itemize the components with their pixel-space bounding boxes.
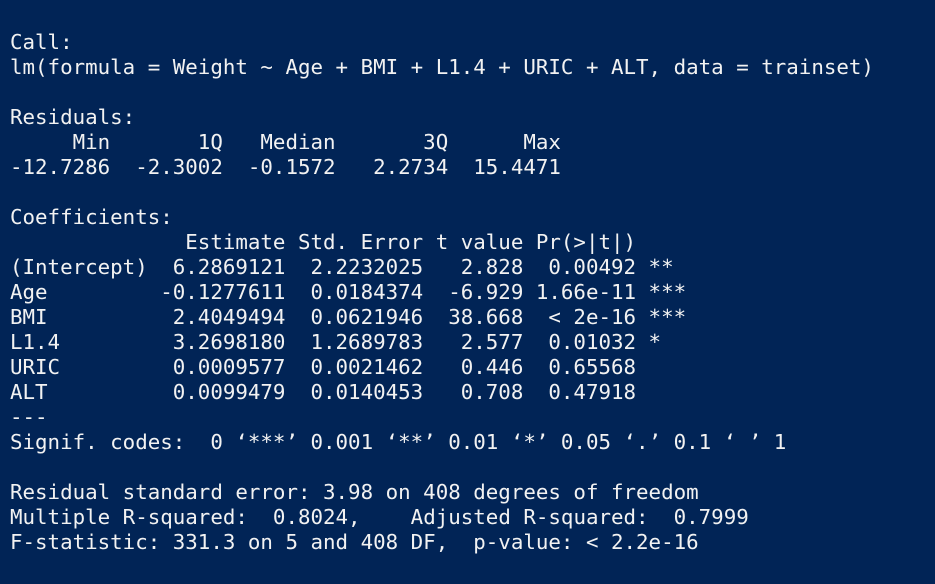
coefficient-row-intercept: (Intercept) 6.2869121 2.2232025 2.828 0.…: [10, 255, 687, 279]
residuals-heading: Residuals:: [10, 105, 136, 129]
coefficients-header-row: Estimate Std. Error t value Pr(>|t|): [10, 230, 687, 254]
coefficient-row-uric: URIC 0.0009577 0.0021462 0.446 0.65568: [10, 355, 687, 379]
f-statistic-line: F-statistic: 331.3 on 5 and 408 DF, p-va…: [10, 530, 699, 554]
blank-line: [10, 455, 935, 480]
coefficient-row-l1-4: L1.4 3.2698180 1.2689783 2.577 0.01032 *: [10, 330, 687, 354]
residuals-values-row: -12.7286 -2.3002 -0.1572 2.2734 15.4471: [10, 155, 574, 179]
residuals-header-row: Min 1Q Median 3Q Max: [10, 130, 574, 154]
signif-codes-line: Signif. codes: 0 ‘***’ 0.001 ‘**’ 0.01 ‘…: [10, 430, 787, 454]
coefficient-row-age: Age -0.1277611 0.0184374 -6.929 1.66e-11…: [10, 280, 687, 304]
coefficient-row-alt: ALT 0.0099479 0.0140453 0.708 0.47918: [10, 380, 687, 404]
call-formula: lm(formula = Weight ~ Age + BMI + L1.4 +…: [10, 55, 874, 79]
separator-line: ---: [10, 405, 48, 429]
coefficient-row-bmi: BMI 2.4049494 0.0621946 38.668 < 2e-16 *…: [10, 305, 687, 329]
call-heading: Call:: [10, 30, 73, 54]
coefficients-heading: Coefficients:: [10, 205, 173, 229]
r-squared-line: Multiple R-squared: 0.8024, Adjusted R-s…: [10, 505, 762, 529]
blank-line: [10, 80, 935, 105]
residual-standard-error-line: Residual standard error: 3.98 on 408 deg…: [10, 480, 699, 504]
blank-line: [10, 180, 935, 205]
